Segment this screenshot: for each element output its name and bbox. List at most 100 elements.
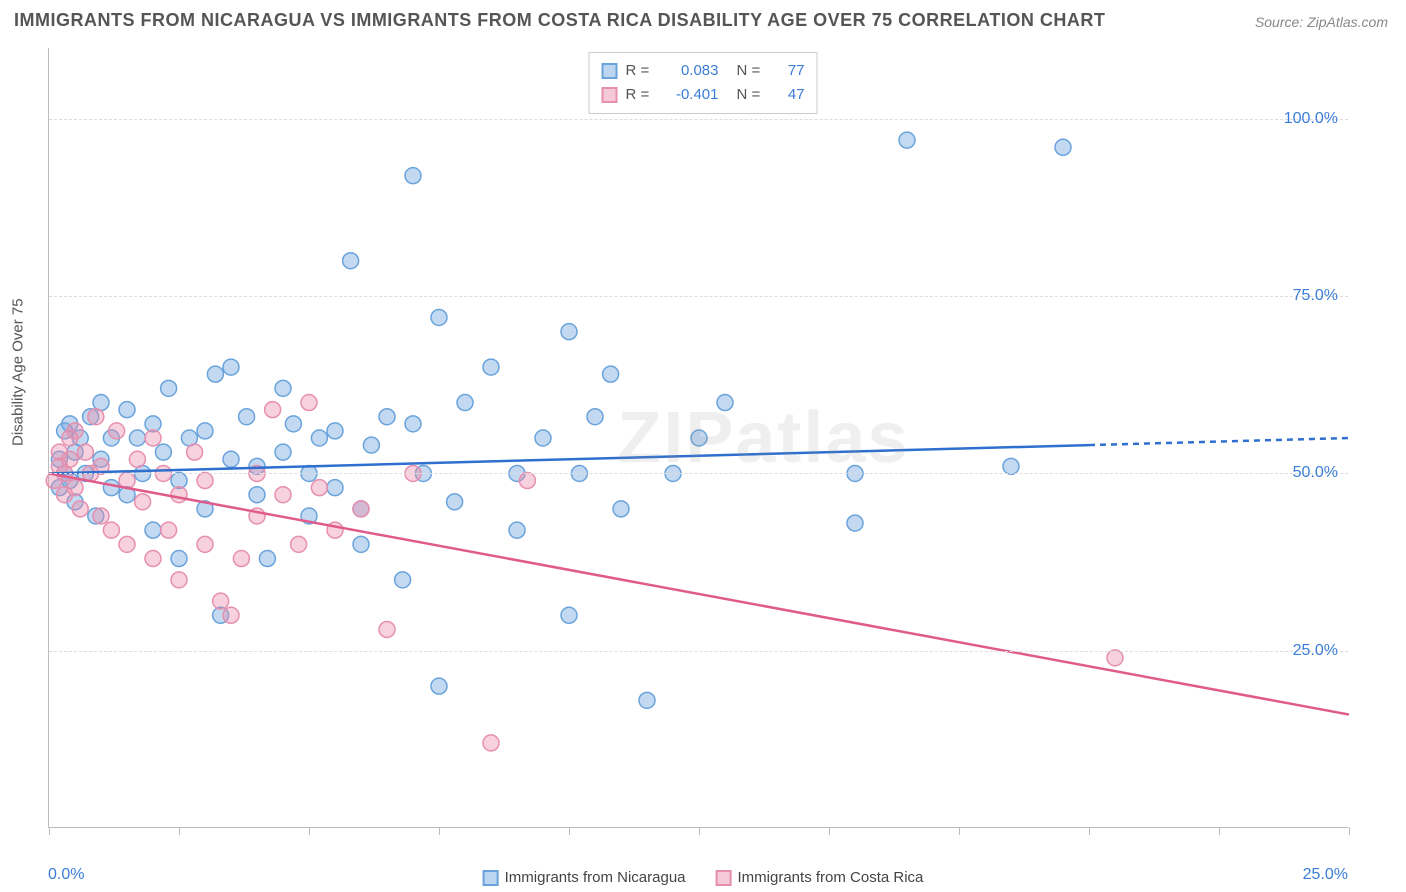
scatter-point (223, 607, 239, 623)
scatter-point (239, 409, 255, 425)
scatter-point (145, 522, 161, 538)
scatter-point (197, 473, 213, 489)
scatter-point (311, 430, 327, 446)
scatter-point (223, 359, 239, 375)
scatter-point (275, 380, 291, 396)
scatter-point (109, 423, 125, 439)
scatter-point (171, 487, 187, 503)
scatter-point (72, 501, 88, 517)
corr-r-label: R = (626, 59, 656, 83)
scatter-point (249, 487, 265, 503)
scatter-point (717, 395, 733, 411)
trend-line (49, 445, 1089, 473)
x-axis-tick (1089, 827, 1090, 835)
scatter-point (145, 551, 161, 567)
scatter-point (88, 409, 104, 425)
scatter-point (291, 536, 307, 552)
corr-r-label: R = (626, 83, 656, 107)
scatter-point (691, 430, 707, 446)
scatter-point (343, 253, 359, 269)
scatter-point (103, 480, 119, 496)
correlation-legend: R =0.083N =77R =-0.401N =47 (589, 52, 818, 114)
x-axis-max-label: 25.0% (1303, 866, 1348, 884)
scatter-point (1003, 458, 1019, 474)
scatter-point (129, 451, 145, 467)
trend-line (49, 473, 1349, 714)
scatter-point (275, 444, 291, 460)
scatter-point (265, 402, 281, 418)
corr-n-label: N = (737, 59, 767, 83)
scatter-point (223, 451, 239, 467)
trend-line-dashed (1089, 438, 1349, 445)
scatter-point (431, 678, 447, 694)
scatter-point (639, 692, 655, 708)
scatter-point (93, 508, 109, 524)
y-axis-title: Disability Age Over 75 (10, 298, 27, 446)
scatter-point (561, 607, 577, 623)
scatter-point (509, 522, 525, 538)
scatter-point (353, 501, 369, 517)
scatter-point (233, 551, 249, 567)
scatter-point (259, 551, 275, 567)
legend-swatch (483, 870, 499, 886)
y-axis-tick-label: 75.0% (1293, 287, 1338, 305)
scatter-point (67, 480, 83, 496)
chart-plot-area: ZIPatlas 25.0%50.0%75.0%100.0% (48, 48, 1348, 828)
x-axis-tick (1349, 827, 1350, 835)
scatter-point (847, 515, 863, 531)
scatter-point (119, 402, 135, 418)
scatter-point (171, 551, 187, 567)
gridline-horizontal (49, 473, 1348, 474)
scatter-point (457, 395, 473, 411)
x-axis-tick (569, 827, 570, 835)
scatter-point (613, 501, 629, 517)
correlation-row: R =-0.401N =47 (602, 83, 805, 107)
gridline-horizontal (49, 296, 1348, 297)
scatter-point (431, 309, 447, 325)
x-axis-tick (49, 827, 50, 835)
y-axis-tick-label: 50.0% (1293, 464, 1338, 482)
x-axis-tick (179, 827, 180, 835)
scatter-point (197, 536, 213, 552)
plot-svg (49, 48, 1348, 827)
corr-r-value: -0.401 (664, 83, 719, 107)
scatter-point (353, 536, 369, 552)
legend-item: Immigrants from Nicaragua (483, 869, 686, 886)
scatter-point (103, 522, 119, 538)
source-attribution: Source: ZipAtlas.com (1255, 14, 1388, 30)
scatter-point (62, 451, 78, 467)
scatter-point (363, 437, 379, 453)
scatter-point (301, 395, 317, 411)
scatter-point (483, 735, 499, 751)
gridline-horizontal (49, 651, 1348, 652)
scatter-point (603, 366, 619, 382)
scatter-point (285, 416, 301, 432)
x-axis-min-label: 0.0% (48, 866, 84, 884)
correlation-row: R =0.083N =77 (602, 59, 805, 83)
scatter-point (327, 480, 343, 496)
y-axis-tick-label: 25.0% (1293, 642, 1338, 660)
chart-title: IMMIGRANTS FROM NICARAGUA VS IMMIGRANTS … (14, 10, 1105, 31)
scatter-point (135, 494, 151, 510)
x-axis-tick (829, 827, 830, 835)
scatter-point (275, 487, 291, 503)
scatter-point (519, 473, 535, 489)
x-axis-tick (699, 827, 700, 835)
corr-r-value: 0.083 (664, 59, 719, 83)
x-axis-tick (959, 827, 960, 835)
scatter-point (171, 572, 187, 588)
scatter-point (213, 593, 229, 609)
scatter-point (379, 409, 395, 425)
scatter-point (197, 423, 213, 439)
scatter-point (405, 168, 421, 184)
legend-item: Immigrants from Costa Rica (716, 869, 924, 886)
scatter-point (119, 536, 135, 552)
scatter-point (405, 416, 421, 432)
y-axis-tick-label: 100.0% (1284, 110, 1338, 128)
scatter-point (561, 324, 577, 340)
scatter-point (899, 132, 915, 148)
x-axis-tick (1219, 827, 1220, 835)
legend-label: Immigrants from Costa Rica (738, 869, 924, 886)
scatter-point (379, 621, 395, 637)
legend-label: Immigrants from Nicaragua (505, 869, 686, 886)
